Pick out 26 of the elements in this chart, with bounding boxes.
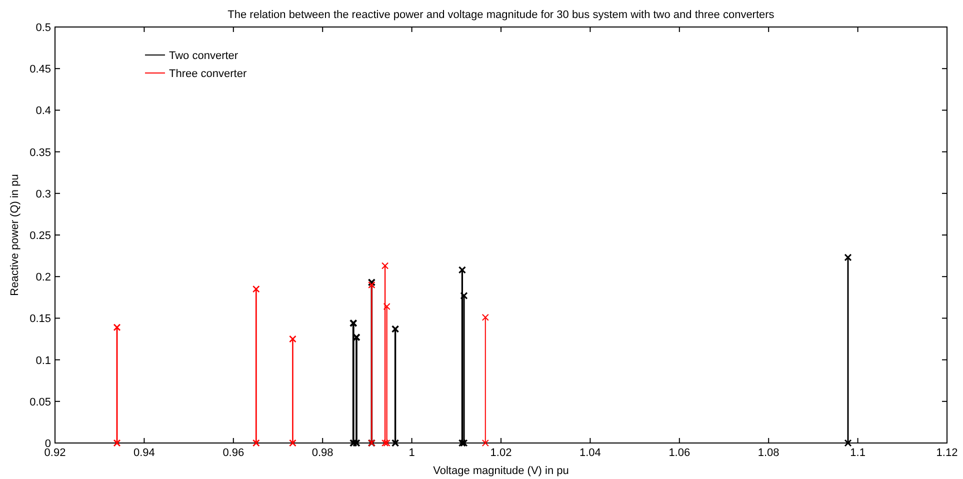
x-tick-label: 1.12 <box>936 447 958 459</box>
y-tick-label: 0.3 <box>36 188 51 200</box>
y-tick-label: 0.15 <box>30 313 51 326</box>
x-tick-label: 0.98 <box>312 447 334 459</box>
legend-label: Three converter <box>169 68 247 80</box>
y-tick-label: 0.35 <box>30 146 51 159</box>
x-axis-title: Voltage magnitude (V) in pu <box>433 465 569 477</box>
x-tick-label: 1.02 <box>490 447 512 459</box>
x-tick-label: 1 <box>408 447 415 459</box>
chart-title: The relation between the reactive power and voltage magnitude for 30 bus system with two and three converters <box>228 9 775 21</box>
y-axis-title: Reactive power (Q) in pu <box>9 174 21 296</box>
y-tick-label: 0.4 <box>36 105 51 118</box>
x-tick-label: 1.08 <box>758 447 780 459</box>
x-tick-label: 1.1 <box>850 447 866 459</box>
x-tick-label: 0.96 <box>222 447 244 459</box>
y-tick-label: 0.2 <box>36 272 51 284</box>
x-tick-label: 0.92 <box>44 447 66 459</box>
y-tick-label: 0.25 <box>30 230 51 242</box>
y-tick-label: 0.1 <box>36 354 51 367</box>
x-tick-label: 0.94 <box>133 447 155 459</box>
legend-label: Two converter <box>169 50 238 62</box>
y-tick-label: 0.5 <box>36 22 51 34</box>
x-tick-label: 1.06 <box>668 447 690 459</box>
y-tick-label: 0.45 <box>30 64 51 76</box>
y-tick-label: 0.05 <box>30 396 51 408</box>
x-tick-label: 1.04 <box>579 447 601 459</box>
